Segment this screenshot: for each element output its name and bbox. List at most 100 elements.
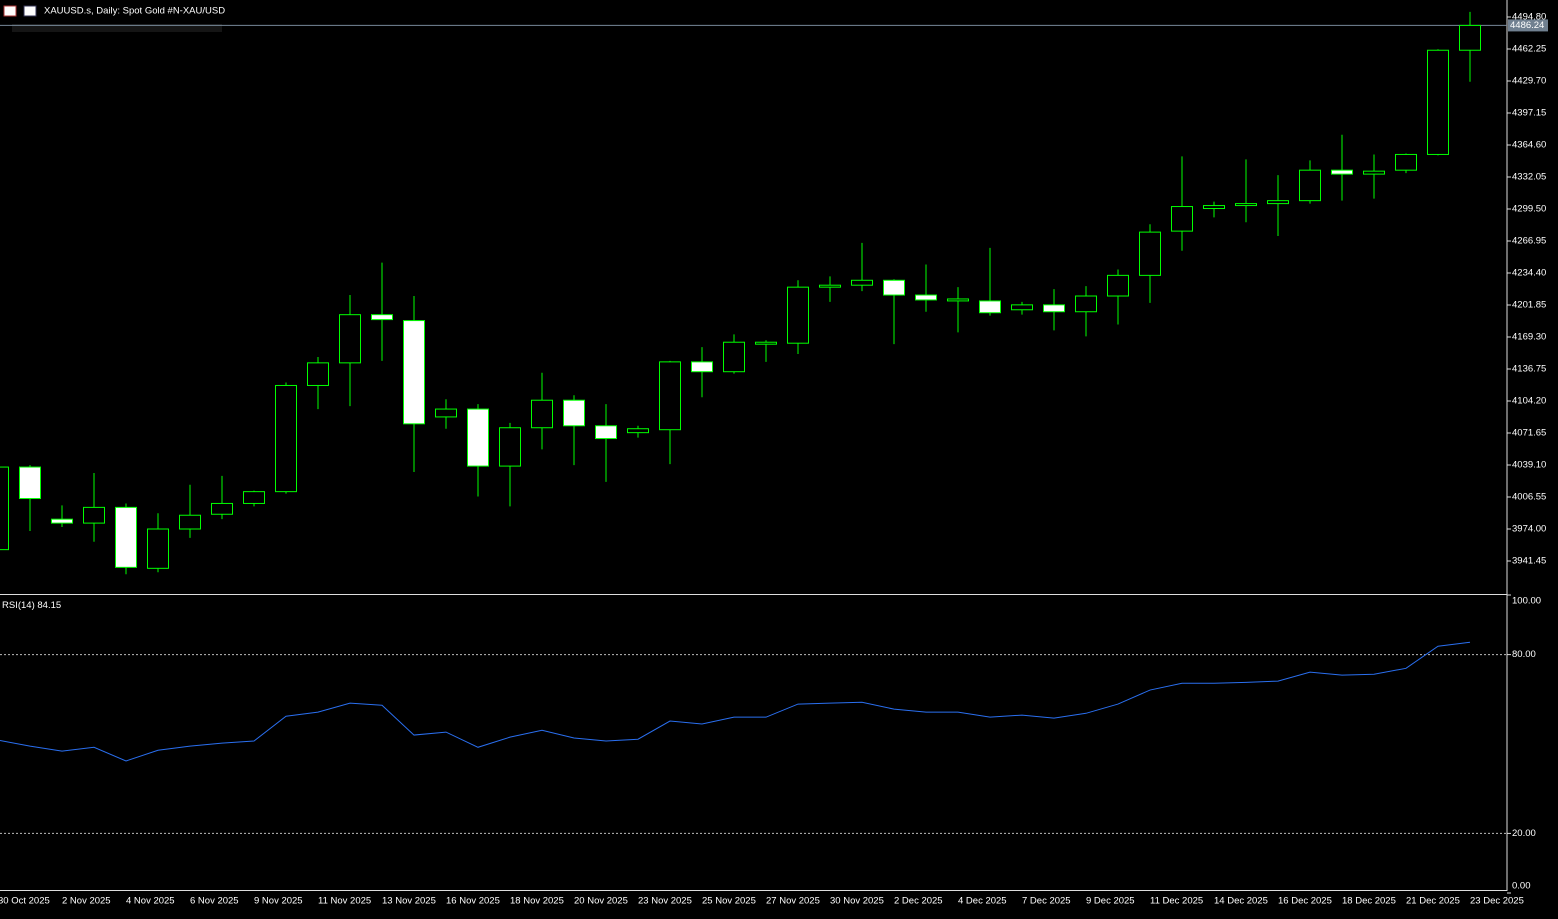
y-tick-label: 100.00: [1512, 596, 1541, 607]
indicator-value: 84.15: [37, 600, 61, 611]
y-tick-label: 4039.10: [1512, 460, 1546, 471]
candle-body: [435, 408, 457, 418]
candle-body: [1171, 206, 1193, 232]
candle-body: [275, 384, 297, 493]
x-tick-label: 9 Nov 2025: [254, 896, 303, 907]
candle-body: [1043, 304, 1065, 313]
candle-body: [211, 502, 233, 515]
y-tick-label: 4006.55: [1512, 492, 1546, 503]
x-tick-label: 16 Nov 2025: [446, 896, 500, 907]
x-tick-label: 14 Dec 2025: [1214, 896, 1268, 907]
x-tick-label: 11 Dec 2025: [1150, 896, 1203, 907]
x-tick-label: 4 Dec 2025: [958, 896, 1007, 907]
candle-body: [243, 491, 265, 504]
y-tick-label: 4071.65: [1512, 428, 1546, 439]
x-tick-label: 16 Dec 2025: [1278, 896, 1332, 907]
x-tick-label: 18 Dec 2025: [1342, 896, 1396, 907]
x-tick-label: 20 Nov 2025: [574, 896, 628, 907]
current-price-box: [1508, 19, 1548, 32]
candle-body: [371, 314, 393, 321]
y-tick-label: 4136.75: [1512, 364, 1546, 375]
y-tick-label: 20.00: [1512, 828, 1536, 839]
icon: [3, 5, 17, 17]
candle-body: [755, 341, 777, 345]
candle-body: [1331, 169, 1353, 175]
current-price-label: 4486.24: [1510, 20, 1544, 31]
x-tick-label: 13 Nov 2025: [382, 896, 436, 907]
candle-body: [883, 279, 905, 296]
x-tick-label: 2 Nov 2025: [62, 896, 111, 907]
x-tick-label: 27 Nov 2025: [766, 896, 820, 907]
rsi-line: [0, 641, 1471, 762]
candle-body: [1267, 200, 1289, 205]
y-tick-label: 4429.70: [1512, 76, 1546, 87]
candle-body: [1459, 24, 1481, 51]
candle-body: [659, 361, 681, 431]
x-tick-label: 21 Dec 2025: [1406, 896, 1460, 907]
x-tick-label: 9 Dec 2025: [1086, 896, 1135, 907]
window-icons: [3, 5, 37, 17]
candle-body: [531, 399, 553, 429]
candle-body: [403, 320, 425, 425]
x-tick-label: 18 Nov 2025: [510, 896, 564, 907]
y-tick-label: 4266.95: [1512, 236, 1546, 247]
candle-body: [467, 408, 489, 467]
candle-body: [1011, 304, 1033, 311]
x-tick-label: 2 Dec 2025: [894, 896, 943, 907]
y-tick-label: 4397.15: [1512, 108, 1546, 119]
candle-body: [19, 466, 41, 500]
y-tick-label: 3941.45: [1512, 556, 1546, 567]
y-tick-label: 4104.20: [1512, 396, 1546, 407]
candle-body: [595, 425, 617, 440]
candle-body: [1235, 203, 1257, 207]
candle-body: [179, 514, 201, 530]
y-tick-label: 4201.85: [1512, 300, 1546, 311]
x-tick-label: 25 Nov 2025: [702, 896, 756, 907]
candle-body: [851, 279, 873, 286]
candle-body: [0, 466, 9, 551]
candle-body: [115, 506, 137, 568]
x-tick-label: 30 Oct 2025: [0, 896, 50, 907]
y-tick-label: 4364.60: [1512, 140, 1546, 151]
candle-body: [1299, 169, 1321, 202]
y-tick-label: 4462.25: [1512, 44, 1546, 55]
candle-body: [947, 298, 969, 302]
x-tick-label: 23 Dec 2025: [1470, 896, 1524, 907]
candle-body: [147, 528, 169, 569]
candle-body: [83, 506, 105, 524]
icon: [23, 5, 37, 17]
candle-body: [339, 314, 361, 364]
y-tick-label: 0.00: [1512, 881, 1531, 892]
candle-body: [979, 300, 1001, 314]
candle-body: [787, 286, 809, 344]
x-tick-label: 23 Nov 2025: [638, 896, 692, 907]
indicator-label: RSI(14) 84.15: [2, 600, 61, 611]
x-tick-label: 6 Nov 2025: [190, 896, 239, 907]
x-tick-label: 7 Dec 2025: [1022, 896, 1071, 907]
x-tick-label: 4 Nov 2025: [126, 896, 175, 907]
candle-body: [1075, 295, 1097, 313]
candle-body: [691, 361, 713, 373]
candle-body: [1363, 170, 1385, 175]
chart-title: XAUUSD.s, Daily: Spot Gold #N-XAU/USD: [44, 6, 225, 17]
y-tick-label: 4234.40: [1512, 268, 1546, 279]
candle-body: [51, 518, 73, 524]
y-tick-label: 3974.00: [1512, 524, 1546, 535]
candle-body: [1395, 153, 1417, 171]
candle-body: [307, 362, 329, 386]
x-tick-label: 11 Nov 2025: [318, 896, 371, 907]
candle-body: [1427, 49, 1449, 155]
y-tick-label: 4299.50: [1512, 204, 1546, 215]
candle-body: [1203, 205, 1225, 210]
candle-body: [499, 427, 521, 467]
y-tick-label: 4169.30: [1512, 332, 1546, 343]
candle-body: [1107, 274, 1129, 297]
candle-body: [1139, 231, 1161, 276]
x-tick-label: 30 Nov 2025: [830, 896, 884, 907]
y-tick-label: 4494.80: [1512, 12, 1546, 23]
title-shade: [12, 24, 222, 32]
candle-body: [819, 284, 841, 288]
y-tick-label: 80.00: [1512, 649, 1536, 660]
